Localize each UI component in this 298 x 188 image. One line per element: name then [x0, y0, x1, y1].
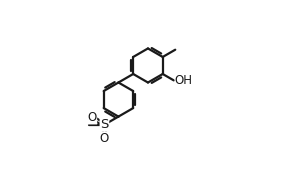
Text: O: O	[100, 132, 109, 145]
Text: S: S	[100, 118, 108, 131]
Text: OH: OH	[175, 74, 193, 87]
Text: O: O	[88, 111, 97, 124]
